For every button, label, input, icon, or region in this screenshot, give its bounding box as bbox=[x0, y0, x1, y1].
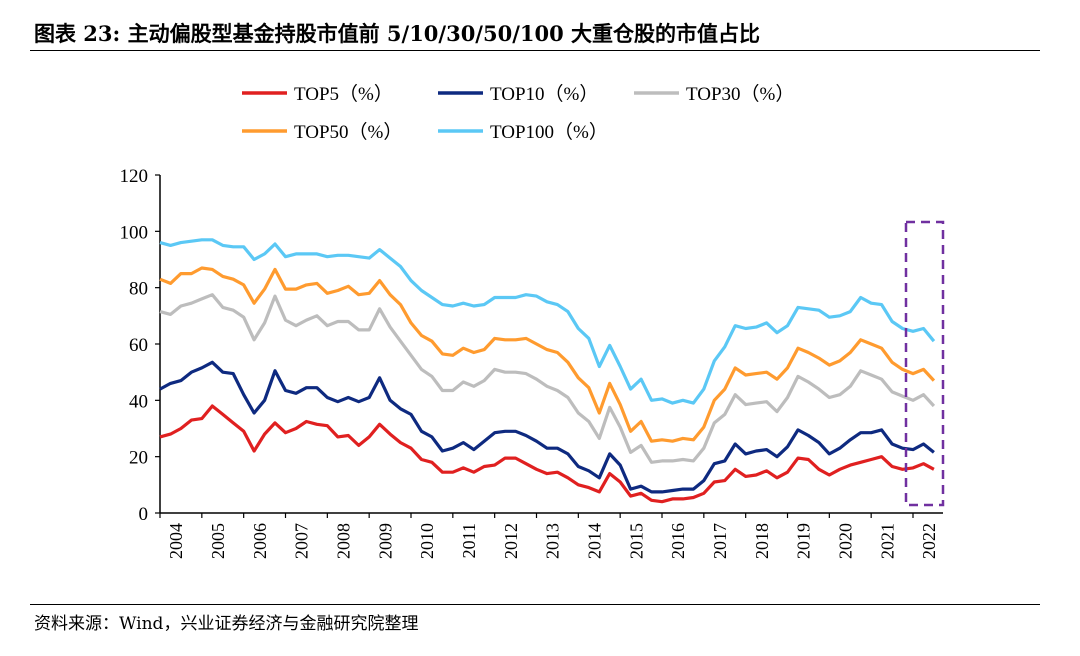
x-tick-label: 2017 bbox=[710, 523, 730, 559]
x-tick-label: 2020 bbox=[836, 523, 856, 559]
legend-label: TOP30（%） bbox=[686, 83, 794, 105]
y-tick-label: 60 bbox=[129, 335, 148, 356]
legend-label: TOP100（%） bbox=[490, 121, 608, 143]
x-tick-label: 2012 bbox=[501, 523, 521, 559]
source-note: 资料来源：Wind，兴业证券经济与金融研究院整理 bbox=[34, 614, 419, 634]
y-tick-label: 100 bbox=[120, 222, 149, 243]
legend-label: TOP50（%） bbox=[294, 121, 402, 143]
x-tick-label: 2019 bbox=[794, 523, 814, 559]
y-tick-label: 20 bbox=[129, 448, 148, 469]
series-line-top5 bbox=[159, 404, 935, 504]
title-divider bbox=[30, 50, 1040, 51]
series-line-top10 bbox=[159, 360, 935, 494]
y-tick-label: 80 bbox=[129, 279, 148, 300]
legend-label: TOP5（%） bbox=[294, 83, 393, 105]
x-tick-label: 2015 bbox=[626, 523, 646, 559]
x-tick-label: 2007 bbox=[292, 523, 312, 559]
x-tick-label: 2011 bbox=[459, 523, 479, 558]
x-tick-label: 2013 bbox=[543, 523, 563, 559]
x-tick-label: 2009 bbox=[375, 523, 395, 559]
series-line-top50 bbox=[159, 266, 936, 443]
x-tick-label: 2016 bbox=[668, 523, 688, 559]
x-tick-label: 2018 bbox=[752, 523, 772, 559]
legend-label: TOP10（%） bbox=[490, 83, 598, 105]
source-divider bbox=[30, 604, 1040, 605]
y-tick-label: 0 bbox=[139, 504, 149, 525]
x-tick-label: 2004 bbox=[166, 523, 186, 559]
y-tick-label: 40 bbox=[129, 391, 148, 412]
x-tick-label: 2022 bbox=[919, 523, 939, 559]
y-tick-label: 120 bbox=[120, 166, 149, 187]
x-tick-label: 2021 bbox=[877, 523, 897, 559]
x-tick-label: 2010 bbox=[417, 523, 437, 559]
x-tick-label: 2014 bbox=[585, 523, 605, 559]
series-line-top100 bbox=[159, 238, 936, 405]
x-tick-label: 2005 bbox=[208, 523, 228, 559]
x-tick-label: 2006 bbox=[250, 523, 270, 559]
x-tick-label: 2008 bbox=[334, 523, 354, 559]
series-line-top30 bbox=[159, 293, 936, 464]
figure-title: 图表 23: 主动偏股型基金持股市值前 5/10/30/50/100 大重仓股的… bbox=[34, 21, 761, 46]
highlight-box bbox=[904, 220, 945, 507]
